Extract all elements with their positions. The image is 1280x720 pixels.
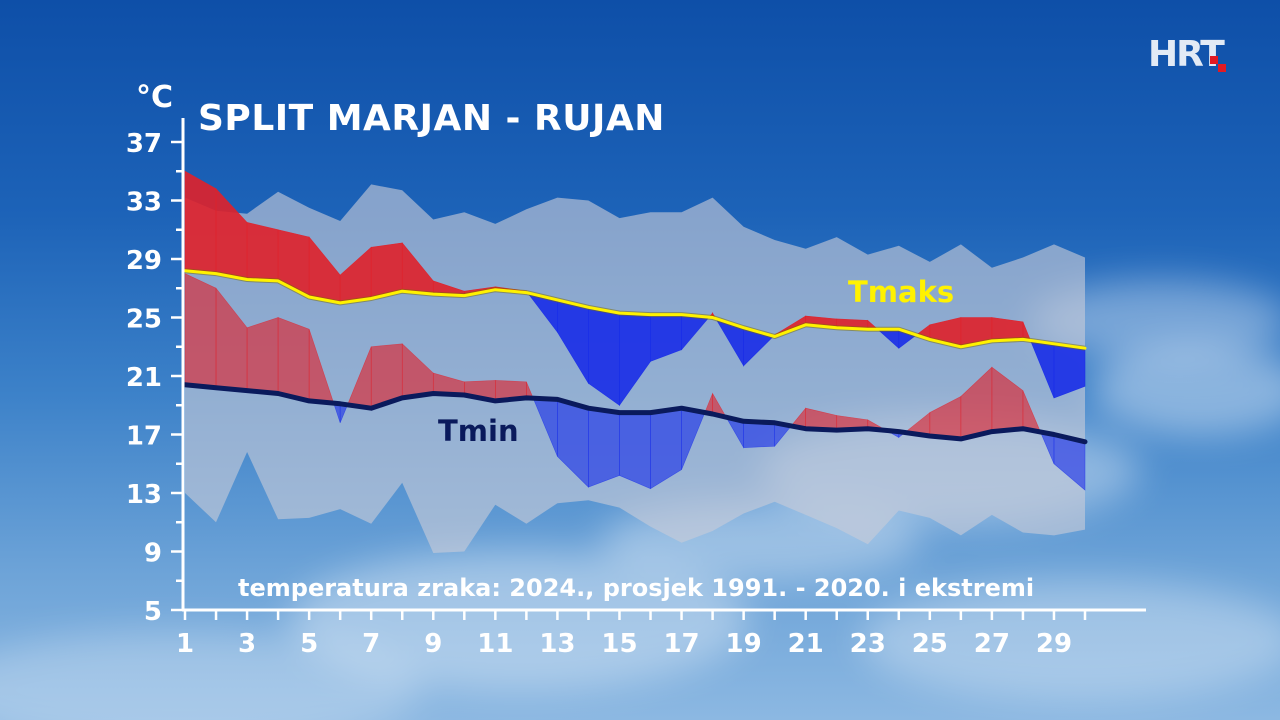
x-tick-label-25: 25	[912, 629, 948, 659]
y-tick-label-21: 21	[126, 363, 162, 393]
broadcaster-logo-text: HRT	[1148, 34, 1225, 75]
x-tick-label-5: 5	[300, 629, 318, 659]
y-tick-label-5: 5	[144, 597, 162, 627]
tmin-anomaly-segment-1-1	[184, 273, 217, 389]
x-tick-label-27: 27	[974, 629, 1010, 659]
chart-title: SPLIT MARJAN - RUJAN	[198, 98, 665, 139]
mean-lines-layer	[182, 268, 1088, 445]
y-tick-label-9: 9	[144, 539, 162, 569]
x-tick-label-13: 13	[539, 629, 575, 659]
tmin-anomaly-segment-19-1	[743, 421, 775, 448]
y-axis-unit: °C	[136, 80, 174, 115]
tmax-anomaly-segment-3-1	[246, 222, 279, 282]
x-tick-label-7: 7	[362, 629, 380, 659]
x-tick-label-23: 23	[850, 629, 886, 659]
x-tick-label-1: 1	[176, 629, 194, 659]
y-tick-label-37: 37	[126, 129, 162, 159]
logo-red-square-1	[1210, 56, 1218, 64]
x-tick-label-11: 11	[477, 629, 513, 659]
x-tick-label-9: 9	[424, 629, 442, 659]
x-tick-label-15: 15	[601, 629, 637, 659]
y-tick-label-17: 17	[126, 422, 162, 452]
y-tick-label-25: 25	[126, 305, 162, 335]
y-tick-label-29: 29	[126, 246, 162, 276]
anomaly-fill-layer	[184, 170, 1086, 491]
x-tick-label-29: 29	[1036, 629, 1072, 659]
y-tick-label-13: 13	[126, 480, 162, 510]
hrt-logo: HRT	[1148, 34, 1226, 75]
tmin-label: Tmin	[438, 414, 519, 448]
x-tick-label-19: 19	[726, 629, 762, 659]
x-tick-label-17: 17	[663, 629, 699, 659]
y-tick-label-33: 33	[126, 188, 162, 218]
x-tick-label-3: 3	[238, 629, 256, 659]
logo-red-square-2	[1218, 64, 1226, 72]
tmin-anomaly-segment-14-1	[588, 407, 620, 488]
tmaks-label: Tmaks	[848, 275, 955, 309]
tmax-anomaly-segment-1-1	[184, 170, 217, 274]
tmin-anomaly-segment-4-1	[277, 317, 310, 402]
x-tick-label-21: 21	[788, 629, 824, 659]
tmin-anomaly-segment-3-1	[246, 317, 279, 394]
tmin-anomaly-segment-15-1	[619, 412, 651, 490]
tmax-anomaly-segment-2-1	[215, 188, 248, 280]
chart-subtitle: temperatura zraka: 2024., prosjek 1991. …	[238, 574, 1035, 602]
tmaks-mean-line	[183, 269, 1087, 350]
tmin-mean-line	[182, 382, 1088, 445]
